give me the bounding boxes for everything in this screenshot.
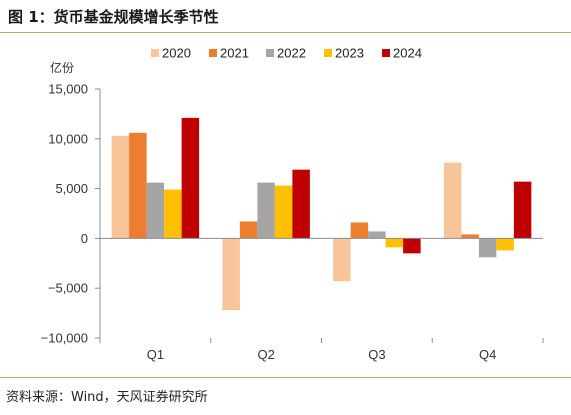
- chart-legend: 2020 2021 2022 2023 2024: [151, 46, 422, 61]
- legend-label: 2024: [393, 46, 422, 61]
- y-tick-label: 10,000: [48, 131, 88, 146]
- legend-swatch-2024: [382, 49, 390, 57]
- legend-swatch-2022: [266, 49, 274, 57]
- y-tick-label: −10,000: [41, 331, 88, 346]
- bar-2024-Q1: [181, 117, 200, 239]
- x-axis: Q1 Q2 Q3 Q4: [99, 237, 544, 362]
- y-tick-label: 15,000: [48, 82, 88, 97]
- y-tick-label: 0: [81, 231, 88, 246]
- legend-label: 2020: [162, 46, 191, 61]
- legend-label: 2021: [220, 46, 249, 61]
- x-tick-label: Q4: [479, 347, 496, 362]
- title-divider: [0, 32, 571, 33]
- y-axis: 15,000 10,000 5,000 0 −5,000 −10,000: [41, 82, 101, 346]
- bar-2021-Q2: [239, 221, 258, 239]
- x-tick-label: Q1: [147, 347, 164, 362]
- bar-2024-Q4: [513, 181, 532, 239]
- legend-swatch-2023: [324, 49, 332, 57]
- y-tick-label: −5,000: [48, 281, 88, 296]
- bar-2020-Q4: [443, 162, 462, 239]
- source-note: 资料来源：Wind，天风证券研究所: [6, 390, 208, 405]
- bar-2020-Q2: [222, 238, 240, 311]
- bar-2023-Q1: [164, 189, 182, 239]
- x-tick-label: Q3: [368, 347, 385, 362]
- bar-2022-Q2: [257, 182, 275, 239]
- y-axis-unit-label: 亿份: [50, 60, 74, 75]
- bar-2022-Q4: [478, 238, 497, 258]
- legend-swatch-2021: [209, 49, 217, 57]
- legend-label: 2023: [335, 46, 364, 61]
- bar-2023-Q3: [385, 238, 404, 248]
- y-tick-label: 5,000: [55, 181, 88, 196]
- bar-2024-Q2: [292, 169, 310, 239]
- bars: [111, 117, 532, 311]
- chart-title: 图 1：货币基金规模增长季节性: [8, 8, 219, 26]
- bar-2021-Q1: [129, 132, 147, 239]
- bar-2021-Q4: [461, 234, 479, 239]
- bar-2022-Q1: [146, 182, 165, 239]
- bar-chart: 2020 2021 2022 2023 2024 亿份 15,000 10,000 5,00…: [41, 46, 544, 362]
- legend-swatch-2020: [151, 49, 159, 57]
- x-tick-label: Q2: [257, 347, 274, 362]
- source-divider: [0, 377, 571, 378]
- bar-2024-Q3: [403, 238, 421, 254]
- bar-2023-Q2: [274, 185, 293, 239]
- bar-2020-Q3: [333, 238, 351, 282]
- bar-2021-Q3: [350, 222, 369, 239]
- bar-2020-Q1: [111, 135, 130, 239]
- bar-2022-Q3: [368, 231, 386, 239]
- legend-label: 2022: [277, 46, 306, 61]
- bar-2023-Q4: [496, 238, 514, 251]
